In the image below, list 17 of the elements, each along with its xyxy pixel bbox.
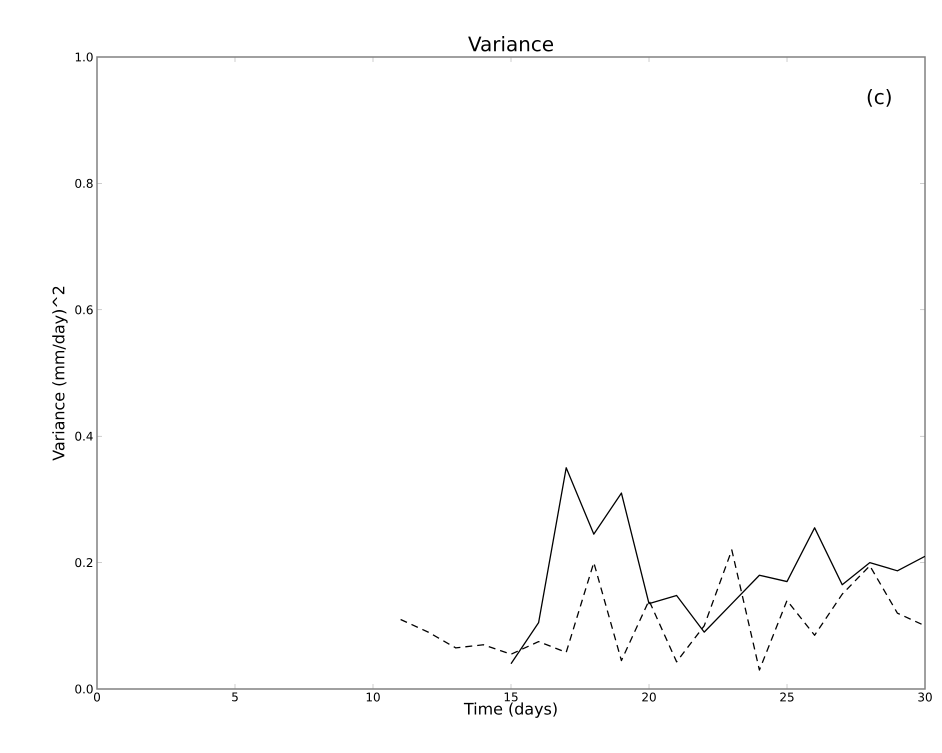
- x-tick-label: 10: [366, 692, 380, 702]
- y-axis-title: Variance (mm/day)^2: [52, 286, 68, 461]
- x-tick-label: 5: [232, 692, 238, 702]
- y-tick-label: 0.6: [75, 305, 93, 314]
- y-tick-label: 0.0: [75, 684, 93, 694]
- annotation: (c): [868, 88, 891, 107]
- y-tick-label: 0.8: [75, 178, 93, 188]
- y-tick-label: 0.2: [75, 558, 92, 568]
- x-tick-label: 20: [642, 692, 656, 702]
- y-tick-label: 0.4: [75, 432, 93, 441]
- x-tick-label: 30: [918, 692, 932, 702]
- x-axis-title: Time (days): [464, 702, 557, 718]
- x-tick-label: 15: [504, 692, 518, 702]
- y-tick-label: 1.0: [76, 52, 93, 62]
- chart-title: Variance: [468, 36, 554, 52]
- x-tick-label: 25: [780, 692, 794, 702]
- x-tick-label: 0: [94, 692, 100, 702]
